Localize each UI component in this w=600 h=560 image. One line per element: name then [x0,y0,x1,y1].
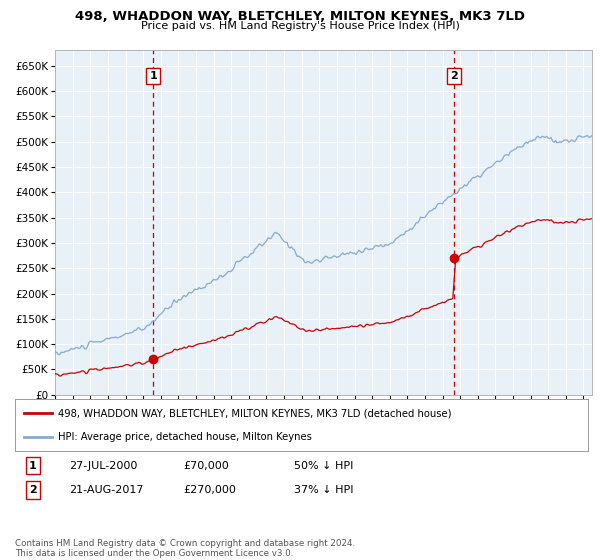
Text: 2: 2 [450,71,458,81]
Text: £70,000: £70,000 [183,461,229,471]
Text: £270,000: £270,000 [183,485,236,495]
Text: 21-AUG-2017: 21-AUG-2017 [69,485,143,495]
Text: 2: 2 [29,485,37,495]
Text: 27-JUL-2000: 27-JUL-2000 [69,461,137,471]
Text: 1: 1 [149,71,157,81]
Text: 50% ↓ HPI: 50% ↓ HPI [294,461,353,471]
Text: 498, WHADDON WAY, BLETCHLEY, MILTON KEYNES, MK3 7LD: 498, WHADDON WAY, BLETCHLEY, MILTON KEYN… [75,10,525,23]
Text: Price paid vs. HM Land Registry's House Price Index (HPI): Price paid vs. HM Land Registry's House … [140,21,460,31]
Text: Contains HM Land Registry data © Crown copyright and database right 2024.
This d: Contains HM Land Registry data © Crown c… [15,539,355,558]
Text: HPI: Average price, detached house, Milton Keynes: HPI: Average price, detached house, Milt… [58,432,312,442]
Text: 498, WHADDON WAY, BLETCHLEY, MILTON KEYNES, MK3 7LD (detached house): 498, WHADDON WAY, BLETCHLEY, MILTON KEYN… [58,408,451,418]
Text: 37% ↓ HPI: 37% ↓ HPI [294,485,353,495]
Text: 1: 1 [29,461,37,471]
